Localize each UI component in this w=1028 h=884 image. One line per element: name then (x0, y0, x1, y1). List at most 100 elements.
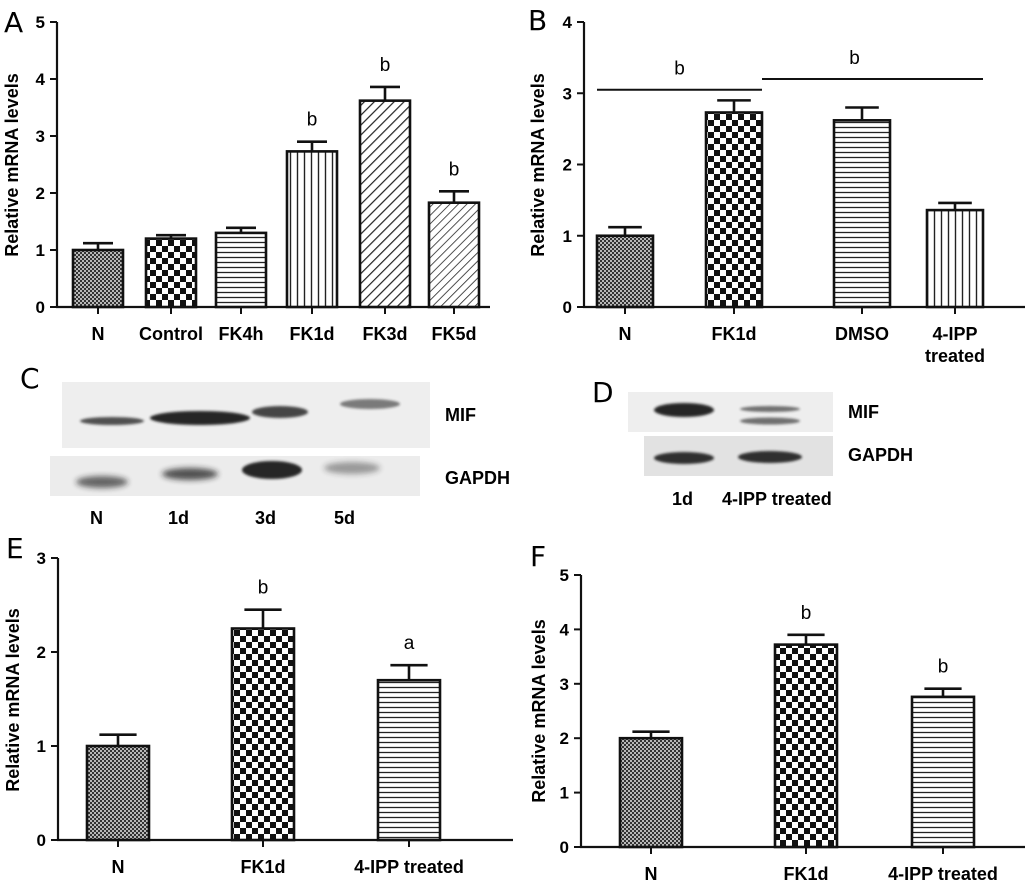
x-category-label: FK3d (363, 324, 408, 344)
western-blot-d: MIF GAPDH 1d 4-IPP treated (628, 392, 913, 509)
blot-c-gapdh-membrane (50, 456, 420, 496)
y-tick-label: 0 (560, 838, 569, 857)
y-tick-label: 4 (560, 620, 570, 639)
x-category-label: N (112, 857, 125, 877)
bar (230, 627, 296, 842)
significance-label: b (449, 159, 460, 180)
blot-c-lane-label: 1d (168, 508, 189, 528)
blot-c-lane-label: 3d (255, 508, 276, 528)
blot-c-lane-label: 5d (334, 508, 355, 528)
x-category-label: Control (139, 324, 203, 344)
y-tick-label: 5 (560, 566, 569, 585)
bar (704, 111, 764, 309)
bar (427, 201, 481, 309)
western-blot-c: MIF GAPDH N 1d 3d 5d (50, 382, 510, 528)
panel-letter-e: E (6, 532, 24, 565)
x-category-label: 4-IPP treated (354, 857, 464, 877)
x-category-label: 4-IPP treated (888, 864, 998, 884)
y-axis-title: Relative mRNA levels (529, 619, 549, 802)
y-tick-label: 1 (37, 737, 46, 756)
y-tick-label: 2 (37, 643, 46, 662)
y-tick-label: 0 (37, 831, 46, 850)
bar (71, 248, 125, 309)
x-category-label: FK1d (712, 324, 757, 344)
blot-c-gapdh-bands (76, 461, 380, 488)
panel-letter-d: D (592, 376, 614, 409)
bar (910, 695, 976, 849)
bar (144, 237, 198, 309)
y-tick-label: 5 (36, 13, 45, 32)
x-category-label: FK1d (290, 324, 335, 344)
blot-band (76, 476, 128, 488)
y-tick-label: 1 (560, 784, 569, 803)
y-axis-title: Relative mRNA levels (3, 608, 23, 791)
significance-label: b (801, 603, 812, 624)
blot-c-row-label-mif: MIF (445, 405, 476, 425)
significance-label: b (307, 110, 318, 131)
blot-c-lane-label: N (90, 508, 103, 528)
bar (358, 99, 412, 309)
bar (832, 119, 892, 309)
bar (285, 150, 339, 309)
bar (85, 744, 151, 842)
y-tick-label: 3 (563, 84, 572, 103)
blot-band (162, 468, 218, 480)
bar (773, 643, 839, 849)
significance-label: b (938, 657, 949, 678)
x-category-label: FK1d (784, 864, 829, 884)
bar (214, 231, 268, 309)
y-tick-label: 0 (563, 298, 572, 317)
blot-band (654, 452, 714, 464)
x-category-label: N (619, 324, 632, 344)
blot-band (340, 399, 400, 409)
blot-d-gapdh-bands (654, 451, 802, 464)
x-category-label: DMSO (835, 324, 889, 344)
bar-chart-e: 0 1 2 3 Relative mRNA levels N FK1d b 4-IPP trea… (3, 549, 513, 877)
blot-c-mif-membrane (62, 382, 430, 448)
y-axis-title: Relative mRNA levels (528, 73, 548, 256)
blot-band (740, 406, 800, 412)
blot-band (740, 417, 800, 425)
y-tick-label: 2 (563, 156, 572, 175)
blot-c-mif-bands (80, 399, 400, 425)
significance-label: a (404, 633, 415, 654)
bar-chart-f: 0 1 2 3 4 5 Relative mRNA levels N FK1d b 4-IPP tr… (529, 566, 1025, 884)
y-tick-label: 2 (36, 184, 45, 203)
blot-d-lane-label: 1d (672, 489, 693, 509)
panel-letter-a: A (4, 6, 23, 39)
y-tick-label: 3 (37, 549, 46, 568)
y-tick-label: 4 (563, 13, 573, 32)
comparison-label: b (674, 59, 685, 80)
x-category-label: 4-IPP treated (925, 324, 985, 366)
x-category-label: N (645, 864, 658, 884)
y-tick-label: 1 (36, 241, 45, 260)
x-category-label: FK1d (241, 857, 286, 877)
blot-d-row-label-gapdh: GAPDH (848, 445, 913, 465)
blot-band (80, 417, 144, 425)
x-category-label: FK4h (219, 324, 264, 344)
bar (925, 208, 985, 309)
bar (618, 736, 684, 849)
blot-d-row-label-mif: MIF (848, 402, 879, 422)
comparison-label: b (849, 48, 860, 69)
panel-letter-f: F (530, 540, 546, 573)
bar-chart-b: 0 1 2 3 4 Relative mRNA levels N FK1d DMSO 4-IPP t… (528, 13, 1025, 366)
x-category-label: N (92, 324, 105, 344)
blot-band (324, 462, 380, 474)
bar-chart-a: 0 1 2 3 4 5 Relative mRNA levels N Control FK4h FK… (2, 13, 490, 344)
bar (376, 678, 442, 842)
y-tick-label: 0 (36, 298, 45, 317)
y-tick-label: 1 (563, 227, 572, 246)
x-category-label: FK5d (432, 324, 477, 344)
blot-band (252, 406, 308, 418)
significance-label: b (258, 578, 269, 599)
blot-c-row-label-gapdh: GAPDH (445, 468, 510, 488)
blot-d-lane-label: 4-IPP treated (722, 489, 832, 509)
y-axis-title: Relative mRNA levels (2, 73, 22, 256)
y-tick-label: 4 (36, 70, 46, 89)
significance-label: b (380, 55, 391, 76)
y-tick-label: 3 (560, 675, 569, 694)
y-tick-label: 3 (36, 127, 45, 146)
y-tick-label: 2 (560, 729, 569, 748)
